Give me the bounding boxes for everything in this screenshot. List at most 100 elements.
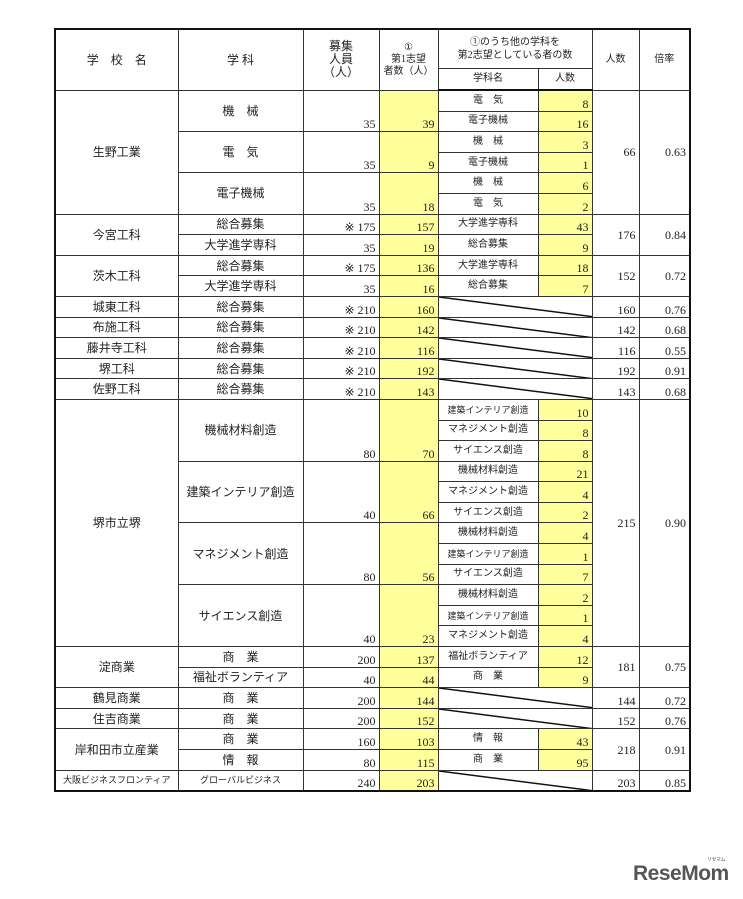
second-choice-dept: 総合募集 [437, 275, 539, 297]
applicant-total: 66 [591, 89, 640, 215]
header-second-count: 人数 [537, 68, 593, 91]
quota: 40 [302, 666, 380, 689]
first-choice-count: 152 [378, 707, 439, 730]
quota: 35 [302, 172, 380, 215]
no-second-choice-diagonal [437, 378, 593, 400]
table-row: 鶴見商業商 業 200 144 144 0.72 [54, 687, 691, 709]
quota: 35 [302, 131, 380, 174]
second-choice-dept: 機 械 [437, 131, 539, 153]
ratio: 0.91 [638, 728, 691, 771]
table-row: 電子機械 16 [55, 110, 690, 133]
table-row: 建築インテリア創造 40 66 機械材料創造 21 [55, 460, 690, 524]
second-choice-count: 16 [537, 110, 593, 133]
quota: ※ 210 [302, 337, 380, 359]
quota: 40 [302, 584, 380, 648]
diagonal-line [439, 688, 592, 708]
first-choice-count: 103 [378, 728, 439, 750]
applicant-total: 192 [591, 357, 640, 380]
table-row: 情 報 80 115 商 業 95 [55, 749, 690, 771]
applicant-total: 152 [591, 707, 640, 730]
applicant-total: 181 [591, 646, 640, 689]
ratio: 0.55 [638, 337, 691, 359]
second-choice-count: 4 [537, 522, 593, 545]
first-choice-count: 144 [378, 687, 439, 709]
applicant-total: 215 [591, 398, 640, 648]
header-school: 学 校 名 [54, 28, 179, 91]
first-choice-count: 203 [378, 769, 439, 792]
second-choice-dept: 建築インテリア創造 [437, 604, 539, 627]
dept-name: サイエンス創造 [177, 584, 304, 648]
second-choice-dept: 総合募集 [437, 234, 539, 256]
applicant-total: 160 [591, 295, 640, 318]
second-choice-dept: 情 報 [437, 728, 539, 750]
second-choice-count: 3 [537, 131, 593, 153]
applicant-total: 218 [591, 728, 640, 771]
second-choice-count: 8 [537, 440, 593, 462]
first-choice-count: 66 [378, 460, 439, 524]
second-choice-count: 4 [537, 481, 593, 503]
second-choice-dept: 電 気 [437, 89, 539, 112]
quota: 35 [302, 89, 380, 133]
quota: ※ 210 [302, 357, 380, 380]
second-choice-count: 7 [537, 275, 593, 297]
table-row: 大学進学専科 35 19 総合募集 9 [55, 234, 690, 256]
logo-ruby: リセマム [707, 857, 726, 863]
applicant-total: 152 [591, 254, 640, 297]
first-choice-count: 143 [378, 378, 439, 400]
school-name: 住吉商業 [54, 707, 179, 730]
dept-name: 総合募集 [177, 357, 304, 380]
diagonal-line [439, 318, 592, 338]
first-choice-count: 16 [378, 275, 439, 297]
ratio: 0.68 [638, 378, 691, 400]
second-choice-count: 9 [537, 666, 593, 689]
first-choice-count: 115 [378, 749, 439, 771]
second-choice-count: 8 [537, 419, 593, 442]
school-name: 淀商業 [54, 646, 179, 689]
second-choice-dept: 建築インテリア創造 [437, 398, 539, 421]
first-choice-count: 70 [378, 398, 439, 462]
table-body: 生野工業機 械 35 39 電 気 8 66 0.63 電子機械 16 電 気 35 9 機 械 3 電子機… [54, 89, 691, 792]
dept-name: 機械材料創造 [177, 398, 304, 462]
second-choice-dept: 電子機械 [437, 151, 539, 174]
header-dept: 学 科 [177, 28, 304, 91]
second-choice-count: 1 [537, 543, 593, 565]
quota: 200 [302, 707, 380, 730]
second-choice-dept: 機械材料創造 [437, 584, 539, 606]
ratio: 0.91 [638, 357, 691, 380]
first-choice-count: 157 [378, 213, 439, 236]
table-row: 生野工業機 械 35 39 電 気 8 66 0.63 [54, 89, 691, 215]
quota: ※ 175 [302, 213, 380, 236]
table-row: 茨木工科 総合募集 ※ 175 136 大学進学専科 18 152 0.72 [54, 254, 691, 297]
table-row: 建築インテリア創造 1 [55, 604, 690, 627]
school-name: 佐野工科 [54, 378, 179, 400]
second-choice-dept: 福祉ボランティア [437, 646, 539, 668]
second-choice-count: 1 [537, 604, 593, 627]
first-choice-count: 116 [378, 337, 439, 359]
diagonal-line [439, 338, 592, 358]
second-choice-count: 2 [537, 584, 593, 606]
quota: 160 [302, 728, 380, 750]
second-choice-count: 10 [537, 398, 593, 421]
quota: 35 [302, 234, 380, 256]
second-choice-count: 6 [537, 172, 593, 194]
quota: ※ 210 [302, 295, 380, 318]
second-choice-dept: マネジメント創造 [437, 481, 539, 503]
dept-name: 総合募集 [177, 213, 304, 236]
second-choice-dept: 大学進学専科 [437, 213, 539, 236]
second-choice-count: 7 [537, 563, 593, 586]
no-second-choice-diagonal [437, 337, 593, 359]
no-second-choice-diagonal [437, 357, 593, 380]
ratio: 0.76 [638, 295, 691, 318]
school-name: 茨木工科 [54, 254, 179, 297]
second-choice-count: 2 [537, 501, 593, 524]
no-second-choice-diagonal [437, 295, 593, 318]
no-second-choice-diagonal [437, 769, 593, 792]
school-name: 生野工業 [54, 89, 179, 215]
header-second-choice: ①のうち他の学科を 第2志望としている者の数 [437, 28, 593, 69]
ratio: 0.72 [638, 687, 691, 709]
table-row: マネジメント創造 4 [55, 481, 690, 503]
school-name: 城東工科 [54, 295, 179, 318]
dept-name: 機 械 [177, 89, 304, 133]
